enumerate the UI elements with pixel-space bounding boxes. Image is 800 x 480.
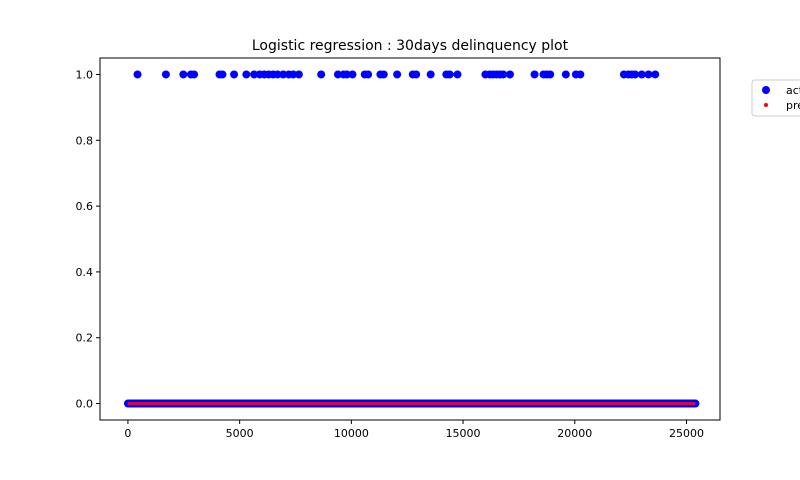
act-point [637,70,646,79]
act-point [279,70,288,79]
act-point [379,70,388,79]
y-tick-label: 1.0 [76,68,94,81]
act-point [179,70,188,79]
act-point [530,70,539,79]
act-point [651,70,660,79]
y-tick-label: 0.2 [76,332,94,345]
act-point [289,70,298,79]
act-point [218,70,227,79]
axes: 0 5000 10000 15000 20000 25000 0.0 0.2 0.4 0.6 0.8… [76,57,721,440]
pre-series-zero-band [127,402,696,406]
plot-area [123,70,700,408]
act-point [230,70,239,79]
act-point [561,70,570,79]
act-point [546,70,555,79]
x-tick-label: 5000 [226,427,254,440]
act-point [342,70,351,79]
act-point [644,70,653,79]
act-point [348,70,357,79]
act-point [505,70,514,79]
x-tick-label: 15000 [446,427,481,440]
y-tick-label: 0.6 [76,200,94,213]
act-point [190,70,199,79]
legend-pre-label: pre [786,99,800,112]
act-point [576,70,585,79]
act-point [445,70,454,79]
act-point [242,70,251,79]
act-point [317,70,326,79]
y-tick-label: 0.8 [76,134,94,147]
act-point [412,70,421,79]
act-point [333,70,342,79]
y-tick-label: 0.4 [76,266,94,279]
chart-title: Logistic regression : 30days delinquency… [252,38,569,54]
act-point [250,70,259,79]
act-point [161,70,170,79]
axes-frame [99,57,721,421]
legend-act-label: act [786,84,800,97]
act-point [631,70,640,79]
y-tick-label: 0.0 [76,398,94,411]
act-point [273,70,282,79]
act-point [453,70,462,79]
x-tick-label: 10000 [334,427,369,440]
x-tick-label: 25000 [669,427,704,440]
act-point [364,70,373,79]
legend-act-marker [762,86,770,94]
act-point [393,70,402,79]
x-tick-label: 0 [124,427,131,440]
act-point [133,70,142,79]
act-point [426,70,435,79]
legend-pre-marker [764,103,768,107]
act-point [294,70,303,79]
x-tick-label: 20000 [557,427,592,440]
act-point [499,70,508,79]
legend: act pre [751,79,800,117]
